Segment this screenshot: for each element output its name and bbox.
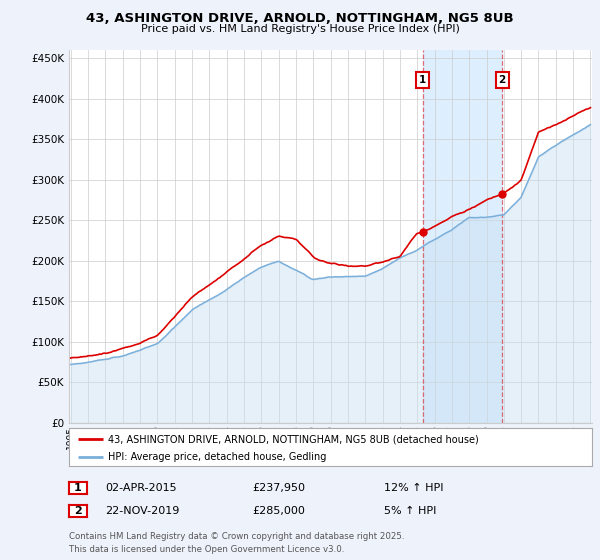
Text: 2: 2 bbox=[499, 75, 506, 85]
Text: 02-APR-2015: 02-APR-2015 bbox=[105, 483, 176, 493]
Text: 12% ↑ HPI: 12% ↑ HPI bbox=[384, 483, 443, 493]
Bar bbox=[422, 50, 502, 423]
Text: Contains HM Land Registry data © Crown copyright and database right 2025.
This d: Contains HM Land Registry data © Crown c… bbox=[69, 532, 404, 553]
Text: 2: 2 bbox=[74, 506, 82, 516]
Text: £237,950: £237,950 bbox=[252, 483, 305, 493]
Text: Price paid vs. HM Land Registry's House Price Index (HPI): Price paid vs. HM Land Registry's House … bbox=[140, 24, 460, 34]
Text: 43, ASHINGTON DRIVE, ARNOLD, NOTTINGHAM, NG5 8UB (detached house): 43, ASHINGTON DRIVE, ARNOLD, NOTTINGHAM,… bbox=[108, 434, 479, 444]
Text: £285,000: £285,000 bbox=[252, 506, 305, 516]
Text: 5% ↑ HPI: 5% ↑ HPI bbox=[384, 506, 436, 516]
Text: HPI: Average price, detached house, Gedling: HPI: Average price, detached house, Gedl… bbox=[108, 452, 326, 462]
Text: 43, ASHINGTON DRIVE, ARNOLD, NOTTINGHAM, NG5 8UB: 43, ASHINGTON DRIVE, ARNOLD, NOTTINGHAM,… bbox=[86, 12, 514, 25]
Text: 22-NOV-2019: 22-NOV-2019 bbox=[105, 506, 179, 516]
Text: 1: 1 bbox=[74, 483, 82, 493]
Text: 1: 1 bbox=[419, 75, 426, 85]
